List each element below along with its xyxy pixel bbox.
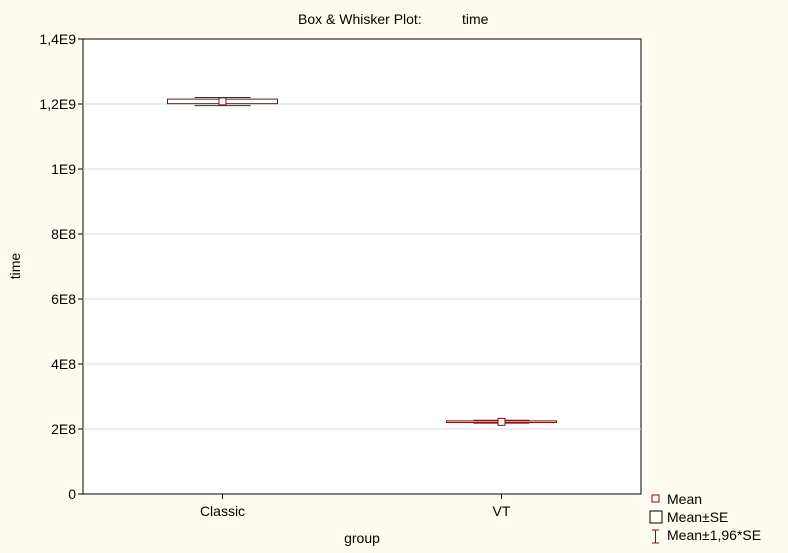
legend-se-label: Mean±SE (667, 509, 728, 525)
y-axis-label: time (7, 253, 23, 280)
box-vt (446, 417, 557, 426)
y-axis-ticks: 0 2E8 4E8 6E8 8E8 1E9 1,2E9 1,4E9 (39, 31, 83, 502)
y-tick-label: 1,4E9 (39, 31, 76, 47)
y-tick-label: 6E8 (51, 291, 76, 307)
plot-area (82, 38, 642, 495)
box-series (167, 97, 557, 426)
chart-title-variable: time (462, 11, 489, 27)
x-axis-label: group (344, 530, 380, 546)
y-tick-label: 2E8 (51, 421, 76, 437)
mean-marker (497, 417, 506, 426)
box-classic (167, 97, 278, 107)
chart-title-prefix: Box & Whisker Plot: (298, 11, 422, 27)
legend-ci-icon (652, 529, 659, 544)
y-tick-label: 1,2E9 (39, 96, 76, 112)
y-tick-label: 1E9 (51, 161, 76, 177)
legend-mean-label: Mean (667, 491, 702, 507)
y-tick-label: 4E8 (51, 356, 76, 372)
x-tick-label: VT (493, 503, 511, 519)
y-tick-label: 0 (68, 486, 76, 502)
legend-mean-icon (651, 494, 660, 503)
legend-se-icon (649, 510, 663, 524)
mean-marker (218, 97, 227, 106)
legend: Mean Mean±SE Mean±1,96*SE (649, 491, 761, 544)
x-tick-label: Classic (200, 503, 245, 519)
x-axis-ticks: Classic VT (200, 494, 511, 519)
y-tick-label: 8E8 (51, 226, 76, 242)
legend-ci-label: Mean±1,96*SE (667, 527, 761, 543)
